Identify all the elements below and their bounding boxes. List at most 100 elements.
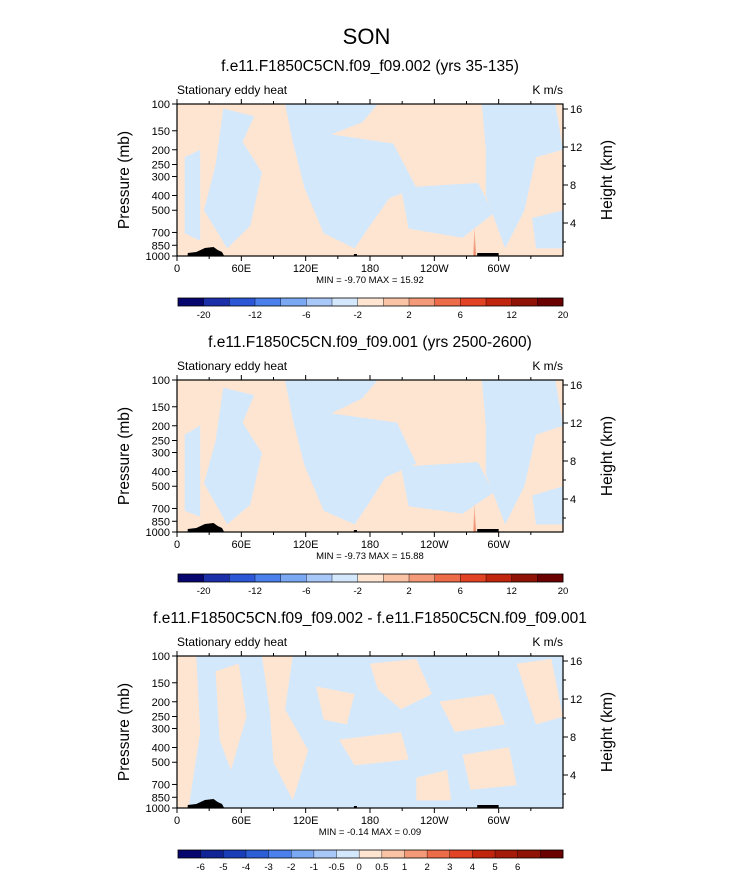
colorbar-box [229,298,256,306]
colorbar-box [449,850,473,858]
warm-spike [474,238,476,256]
x-tick-label: 60W [487,815,510,827]
topography [477,805,499,808]
colorbar-label: 0 [357,862,362,872]
x-tick-label: 60W [487,263,510,275]
x-tick-label: 120W [420,539,449,551]
colorbar-frame [177,849,564,859]
left-string: Stationary eddy heat [177,359,288,373]
colorbar-box [434,574,461,582]
colorbar-box [460,574,487,582]
colorbar-box [495,850,519,858]
colorbar-label: -2 [287,862,295,872]
panels: f.e11.F1850C5CN.f09_f09.002 (yrs 35-135)… [116,58,616,872]
colorbar-label: -4 [242,862,250,872]
topography [477,253,499,256]
colorbar-label: 20 [558,586,569,597]
field-region [400,183,494,238]
field-region [261,656,309,801]
colorbar-box [404,850,428,858]
y2-tick-label: 8 [570,180,576,192]
field-region [532,210,563,249]
colorbar-label: 6 [458,586,463,597]
x-tick-label: 120E [293,539,319,551]
y2-tick-label: 8 [570,732,576,744]
colorbar-box [537,574,564,582]
colorbar-label: 6 [515,862,520,872]
y-tick-label: 850 [152,516,170,528]
colorbar-box [229,574,256,582]
min-max-text: MIN = -9.70 MAX = 15.92 [316,275,424,286]
x-tick-label: 0 [174,263,180,275]
x-tick-label: 120E [293,815,319,827]
y-tick-label: 400 [152,191,170,203]
x-tick-label: 120W [420,815,449,827]
colorbar-label: 12 [506,310,517,321]
panel-title: f.e11.F1850C5CN.f09_f09.002 (yrs 35-135) [221,58,519,75]
colorbar-label: 2 [424,862,429,872]
field-region [204,387,262,525]
panel-2: f.e11.F1850C5CN.f09_f09.001 (yrs 2500-26… [116,334,616,597]
colorbar-box [511,298,538,306]
y2-tick-label: 12 [570,142,582,154]
x-tick-label: 60E [232,263,252,275]
colorbar-box [383,298,410,306]
colorbar-box [409,298,435,306]
min-max-text: MIN = -0.14 MAX = 0.09 [319,827,421,838]
y-tick-label: 150 [152,402,170,414]
y-tick-label: 700 [152,227,170,239]
colorbar-label: 6 [458,310,463,321]
colorbar-box [383,574,410,582]
x-tick-label: 180 [361,263,379,275]
y2-axis-label: Height (km) [599,692,616,772]
y-axis-label: Pressure (mb) [116,131,133,229]
colorbar-label: 2 [406,586,411,597]
x-tick-label: 180 [361,539,379,551]
field-region [204,108,262,249]
field-region [416,770,452,801]
colorbar-box [313,850,337,858]
y-tick-label: 200 [152,421,170,433]
left-string: Stationary eddy heat [177,635,288,649]
y-tick-label: 400 [152,743,170,755]
colorbar-box [291,850,315,858]
colorbar-box [486,298,512,306]
field-region [184,425,201,517]
y-tick-label: 700 [152,779,170,791]
x-tick-label: 60E [232,815,252,827]
y-tick-label: 250 [152,159,170,171]
colorbar-label: 20 [558,310,569,321]
field-region [339,732,409,766]
colorbar-box [381,850,405,858]
topography [187,523,225,532]
colorbar-box [255,574,281,582]
x-tick-label: 120E [293,263,319,275]
colorbar-box [200,850,224,858]
field-region [400,462,494,514]
colorbar-box [178,850,201,858]
colorbar-box [540,850,564,858]
right-string: K m/s [532,359,563,373]
y-axis-label: Pressure (mb) [116,407,133,505]
warm-spike [474,514,476,532]
field-region [532,486,563,525]
y2-axis-label: Height (km) [599,140,616,220]
colorbar-box [357,298,384,306]
y-tick-label: 500 [152,481,170,493]
field-region [439,694,506,732]
y2-tick-label: 16 [570,104,582,116]
colorbar-box [486,574,512,582]
topography [353,806,357,808]
colorbar-label: -2 [353,310,361,321]
y-tick-label: 150 [152,678,170,690]
x-tick-label: 0 [174,815,180,827]
y-tick-label: 300 [152,724,170,736]
y2-tick-label: 16 [570,380,582,392]
colorbar-box [517,850,541,858]
colorbar-box [537,298,564,306]
colorbar-label: 3 [447,862,452,872]
y2-tick-label: 4 [570,494,576,506]
colorbar-label: -3 [264,862,272,872]
min-max-text: MIN = -9.73 MAX = 15.88 [316,551,424,562]
y-tick-label: 850 [152,240,170,252]
